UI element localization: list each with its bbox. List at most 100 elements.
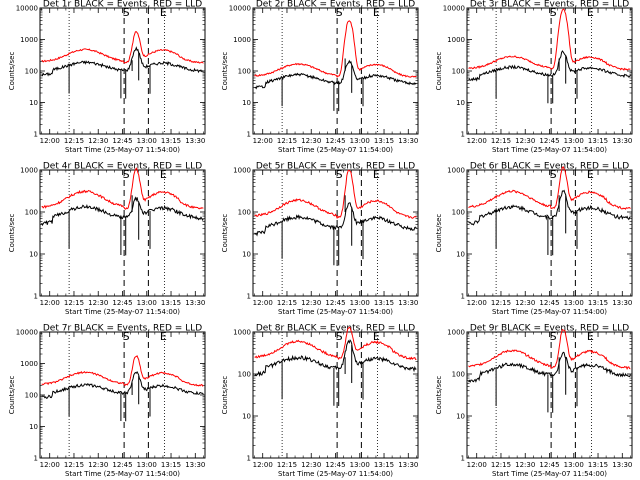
series-line-events [254,59,417,112]
x-tick-label: 13:30 [612,137,632,145]
x-tick-label: 12:15 [64,137,84,145]
chart-panel-8: Det 8r BLACK = Events, RED = LLD 1 10 100 10… [221,324,419,478]
chart-title: Det 4r BLACK = Events, RED = LLD [43,162,202,172]
x-axis-label: Start Time (25-May-07 11:54:00) [65,146,180,154]
x-tick-label: 12:45 [112,299,132,307]
x-tick-label: 13:30 [398,299,418,307]
y-axis-label: Counts/sec [8,214,16,253]
x-tick-label: 13:30 [185,299,205,307]
x-tick-label: 13:30 [612,461,632,469]
y-tick-label: 100 [452,371,465,379]
x-axis-label: Start Time (25-May-07 11:54:00) [65,470,180,478]
series-line-events [254,202,417,266]
y-tick-label: 10 [242,99,251,107]
y-axis-label: Counts/sec [221,376,229,415]
x-tick-label: 13:00 [350,137,370,145]
x-tick-label: 12:15 [491,137,511,145]
end-marker-label: E [160,6,167,19]
end-marker-label: E [373,168,380,181]
y-tick-label: 10 [29,423,38,431]
x-tick-label: 12:15 [277,461,297,469]
y-tick-label: 10 [29,251,38,259]
x-tick-label: 12:30 [301,137,321,145]
series-line-lld [254,326,417,361]
y-tick-label: 10 [456,251,465,259]
y-tick-label: 1 [461,131,465,139]
x-tick-label: 13:15 [588,461,608,469]
end-marker-label: E [160,168,167,181]
y-tick-label: 1 [34,455,38,463]
x-tick-label: 12:00 [467,461,487,469]
x-tick-label: 12:45 [539,461,559,469]
chart-title: Det 1r BLACK = Events, RED = LLD [43,0,202,10]
y-axis-label: Counts/sec [435,214,443,253]
x-tick-label: 12:30 [515,299,535,307]
x-axis-label: Start Time (25-May-07 11:54:00) [278,470,393,478]
y-axis-label: Counts/sec [435,52,443,91]
y-tick-label: 1 [34,293,38,301]
end-marker-label: E [587,6,594,19]
end-marker-label: E [373,330,380,343]
x-tick-label: 13:00 [564,137,584,145]
y-tick-label: 100 [25,209,38,217]
start-marker-label: S [123,168,130,181]
chart-title: Det 3r BLACK = Events, RED = LLD [470,0,629,10]
x-tick-label: 12:30 [301,299,321,307]
start-marker-label: S [336,168,343,181]
y-tick-label: 1000 [447,36,465,44]
x-axis-label: Start Time (25-May-07 11:54:00) [492,470,607,478]
y-tick-label: 100 [25,392,38,400]
x-tick-label: 13:00 [564,461,584,469]
y-tick-label: 100 [238,209,251,217]
chart-title: Det 9r BLACK = Events, RED = LLD [470,324,629,334]
y-tick-label: 1 [247,131,251,139]
y-tick-label: 10 [242,251,251,259]
x-tick-label: 12:30 [515,137,535,145]
x-tick-label: 12:00 [253,299,273,307]
y-tick-label: 10 [29,99,38,107]
x-tick-label: 13:15 [374,137,394,145]
chart-title: Det 8r BLACK = Events, RED = LLD [256,324,415,334]
chart-title: Det 2r BLACK = Events, RED = LLD [256,0,415,10]
x-axis-label: Start Time (25-May-07 11:54:00) [278,308,393,316]
series-line-events [254,339,417,406]
x-tick-label: 12:45 [325,137,345,145]
x-tick-label: 12:00 [253,461,273,469]
y-tick-label: 1 [34,131,38,139]
x-tick-label: 12:30 [88,137,108,145]
x-tick-label: 12:15 [64,299,84,307]
x-tick-label: 12:45 [325,299,345,307]
series-line-lld [41,167,204,210]
y-tick-label: 10000 [16,5,38,13]
x-tick-label: 13:30 [398,137,418,145]
series-line-lld [254,169,417,220]
chart-title: Det 6r BLACK = Events, RED = LLD [470,162,629,172]
series-line-events [468,189,631,256]
x-tick-label: 12:15 [64,461,84,469]
series-line-events [41,46,204,99]
start-marker-label: S [123,330,130,343]
start-marker-label: S [550,330,557,343]
x-tick-label: 13:15 [161,461,181,469]
y-tick-label: 10000 [16,329,38,337]
chart-title: Det 5r BLACK = Events, RED = LLD [256,162,415,172]
y-tick-label: 100 [25,68,38,76]
x-tick-label: 12:45 [539,299,559,307]
x-tick-label: 13:15 [374,299,394,307]
x-tick-label: 13:15 [374,461,394,469]
x-tick-label: 13:15 [161,137,181,145]
y-axis-label: Counts/sec [221,52,229,91]
x-tick-label: 12:15 [277,137,297,145]
x-tick-label: 12:00 [467,299,487,307]
y-tick-label: 1 [461,455,465,463]
x-axis-label: Start Time (25-May-07 11:54:00) [65,308,180,316]
y-axis-label: Counts/sec [8,376,16,415]
x-axis-label: Start Time (25-May-07 11:54:00) [492,308,607,316]
x-axis-label: Start Time (25-May-07 11:54:00) [278,146,393,154]
x-tick-label: 12:15 [491,299,511,307]
x-tick-label: 13:00 [350,461,370,469]
x-axis-label: Start Time (25-May-07 11:54:00) [492,146,607,154]
y-tick-label: 1000 [20,36,38,44]
x-tick-label: 12:45 [112,137,132,145]
